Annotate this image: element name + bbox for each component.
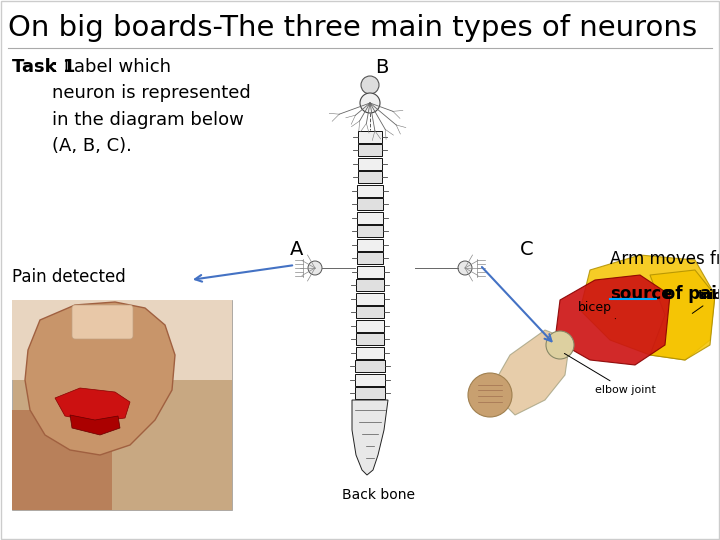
Polygon shape — [555, 275, 670, 365]
FancyBboxPatch shape — [355, 374, 384, 386]
Polygon shape — [70, 415, 120, 435]
Text: A: A — [290, 240, 303, 259]
Text: C: C — [520, 240, 534, 259]
FancyBboxPatch shape — [358, 171, 382, 183]
Circle shape — [546, 331, 574, 359]
FancyBboxPatch shape — [355, 387, 385, 399]
FancyBboxPatch shape — [358, 144, 382, 156]
FancyBboxPatch shape — [356, 360, 384, 372]
FancyBboxPatch shape — [357, 185, 382, 197]
FancyBboxPatch shape — [356, 333, 384, 345]
Text: On big boards-The three main types of neurons: On big boards-The three main types of ne… — [8, 14, 697, 42]
Text: source: source — [610, 285, 672, 303]
FancyBboxPatch shape — [356, 293, 384, 305]
Text: bicep: bicep — [578, 301, 616, 319]
FancyBboxPatch shape — [356, 279, 384, 291]
FancyBboxPatch shape — [356, 252, 383, 264]
Polygon shape — [55, 388, 130, 422]
Text: of pain: of pain — [658, 285, 720, 303]
FancyBboxPatch shape — [72, 305, 133, 339]
Polygon shape — [352, 400, 388, 475]
FancyBboxPatch shape — [357, 239, 383, 251]
FancyBboxPatch shape — [12, 300, 232, 510]
FancyBboxPatch shape — [12, 300, 232, 380]
Text: Pain detected: Pain detected — [12, 268, 126, 286]
Text: tricep: tricep — [692, 288, 720, 313]
Circle shape — [361, 76, 379, 94]
Text: Arm moves from: Arm moves from — [610, 250, 720, 268]
Text: elbow joint: elbow joint — [564, 353, 656, 395]
FancyBboxPatch shape — [358, 131, 382, 143]
FancyBboxPatch shape — [356, 306, 384, 318]
FancyBboxPatch shape — [356, 320, 384, 332]
FancyBboxPatch shape — [357, 198, 383, 210]
Polygon shape — [490, 330, 570, 415]
FancyBboxPatch shape — [356, 347, 384, 359]
Text: Back bone: Back bone — [342, 488, 415, 502]
FancyBboxPatch shape — [356, 266, 384, 278]
FancyBboxPatch shape — [358, 158, 382, 170]
Circle shape — [308, 261, 322, 275]
Polygon shape — [25, 302, 175, 455]
Text: Task 1: Task 1 — [12, 58, 76, 76]
Polygon shape — [580, 255, 715, 360]
FancyBboxPatch shape — [357, 225, 383, 237]
FancyBboxPatch shape — [357, 212, 383, 224]
Circle shape — [468, 373, 512, 417]
Circle shape — [360, 93, 380, 113]
Text: : Label which
neuron is represented
in the diagram below
(A, B, C).: : Label which neuron is represented in t… — [52, 58, 251, 155]
Polygon shape — [650, 270, 715, 360]
FancyBboxPatch shape — [12, 410, 112, 510]
Circle shape — [458, 261, 472, 275]
Text: B: B — [375, 58, 388, 77]
